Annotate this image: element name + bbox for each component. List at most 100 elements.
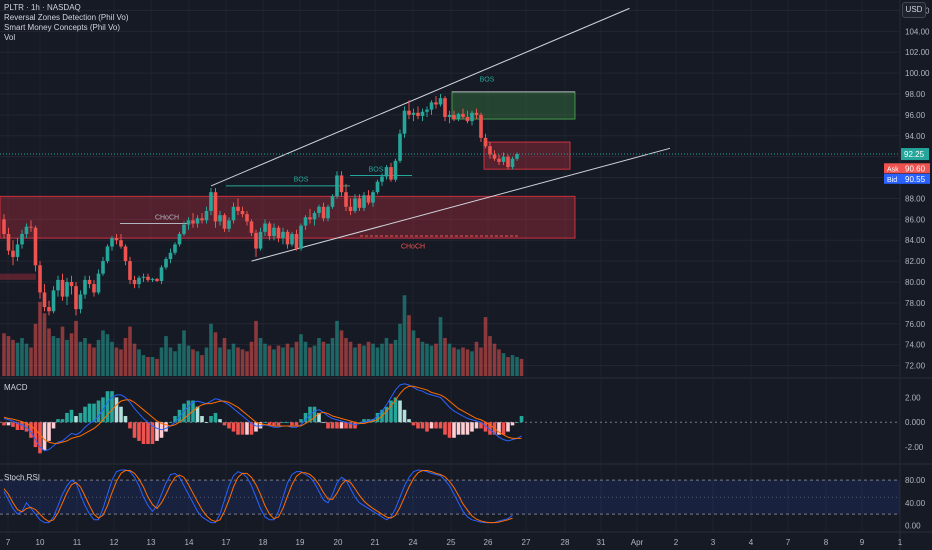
volume-bar — [168, 347, 173, 376]
macd-histogram-bar — [249, 422, 254, 435]
volume-bar — [222, 338, 227, 376]
candle-body — [96, 273, 101, 293]
volume-bar — [159, 347, 164, 376]
volume-bar — [182, 330, 186, 376]
x-tick-label: 25 — [447, 538, 456, 547]
volume-bar — [177, 343, 182, 376]
candle-body — [389, 167, 393, 180]
x-tick-label: Apr — [631, 538, 644, 547]
volume-bar — [420, 341, 425, 376]
macd-histogram-bar — [258, 422, 263, 429]
macd-histogram-bar — [222, 422, 227, 426]
volume-bar — [83, 338, 87, 376]
macd-histogram-bar — [326, 422, 330, 429]
macd-line — [3, 383, 522, 452]
macd-histogram-bar — [317, 412, 321, 423]
candle-body — [285, 231, 290, 245]
macd-histogram-bar — [402, 409, 407, 423]
macd-histogram-bar — [240, 422, 245, 435]
volume-bar — [65, 339, 69, 376]
volume-bar — [11, 339, 15, 376]
volume-bar — [290, 347, 294, 376]
candle-body — [213, 192, 218, 222]
candle-body — [200, 218, 204, 221]
macd-histogram-bar — [254, 422, 258, 432]
candle-body — [411, 112, 416, 115]
candle-body — [78, 294, 83, 310]
volume-bar — [434, 343, 438, 376]
candle-body — [380, 176, 384, 182]
macd-histogram-bar — [506, 422, 510, 432]
volume-bar — [321, 341, 326, 376]
candle-body — [128, 261, 132, 280]
candle-body — [335, 175, 339, 197]
macd-histogram-bar — [353, 422, 357, 429]
candle-body — [47, 307, 51, 312]
macd-histogram-bar — [362, 419, 366, 423]
volume-bar — [312, 345, 317, 376]
volume-bar — [285, 343, 290, 376]
macd-histogram-bar — [92, 403, 96, 423]
volume-bar — [245, 351, 249, 376]
candle-body — [69, 282, 74, 287]
x-tick-label: 8 — [824, 538, 829, 547]
volume-bar — [497, 349, 501, 376]
macd-histogram-bar — [375, 412, 380, 423]
volume-bar — [20, 338, 24, 376]
volume-bar — [452, 347, 456, 376]
candle-body — [308, 217, 312, 220]
volume-bar — [429, 345, 434, 376]
volume-bar — [303, 341, 308, 376]
symbol-title[interactable]: PLTR · 1h · NASDAQ — [4, 3, 81, 12]
stoch-rsi-pane-label[interactable]: Stoch RSI — [4, 473, 41, 482]
last-price-badge — [901, 148, 929, 161]
stoch-d-line — [3, 470, 513, 524]
indicator-volume[interactable]: Vol — [4, 33, 16, 42]
indicator-smart-money[interactable]: Smart Money Concepts (Phil Vo) — [4, 23, 121, 32]
macd-histogram-bar — [384, 406, 389, 423]
last-price-label: 92.25 — [904, 150, 925, 159]
macd-histogram-bar — [294, 422, 299, 426]
candle-body — [38, 265, 42, 293]
candle-body — [366, 195, 371, 203]
volume-bar — [357, 343, 362, 376]
bid-value: 90.55 — [905, 175, 926, 184]
currency-button[interactable]: USD — [902, 2, 926, 18]
macd-histogram-bar — [231, 422, 236, 432]
candle-body — [339, 175, 344, 193]
y-tick-label: 80.00 — [905, 278, 926, 287]
macd-histogram-bar — [267, 422, 272, 426]
x-tick-label: 9 — [860, 538, 865, 547]
candle-body — [258, 231, 263, 249]
macd-pane-label[interactable]: MACD — [4, 383, 28, 392]
candle-body — [11, 250, 15, 257]
volume-bar — [344, 338, 348, 376]
volume-bar — [416, 338, 420, 376]
choch-label: CHoCH — [401, 244, 425, 251]
indicator-reversal-zones[interactable]: Reversal Zones Detection (Phil Vo) — [4, 13, 129, 22]
candle-body — [357, 198, 362, 208]
volume-bar — [384, 338, 389, 376]
macd-histogram-bar — [78, 412, 83, 423]
candle-body — [60, 279, 65, 297]
macd-histogram-bar — [11, 422, 15, 427]
volume-bar — [483, 317, 488, 376]
x-tick-label: 7 — [6, 538, 11, 547]
candle-body — [497, 158, 501, 162]
macd-histogram-bar — [128, 422, 132, 429]
candle-body — [375, 181, 380, 193]
macd-histogram-bar — [114, 397, 119, 423]
volume-bar — [456, 349, 461, 376]
candle-body — [267, 223, 272, 237]
volume-bar — [213, 332, 218, 376]
x-tick-label: 31 — [597, 538, 606, 547]
volume-bar — [101, 330, 105, 376]
volume-bar — [236, 347, 240, 376]
macd-histogram-bar — [434, 422, 438, 429]
candle-body — [101, 261, 105, 274]
volume-bar — [96, 339, 101, 376]
volume-bar — [15, 342, 20, 376]
candle-body — [456, 113, 461, 120]
macd-histogram-bar — [416, 422, 420, 429]
candle-body — [447, 114, 452, 117]
